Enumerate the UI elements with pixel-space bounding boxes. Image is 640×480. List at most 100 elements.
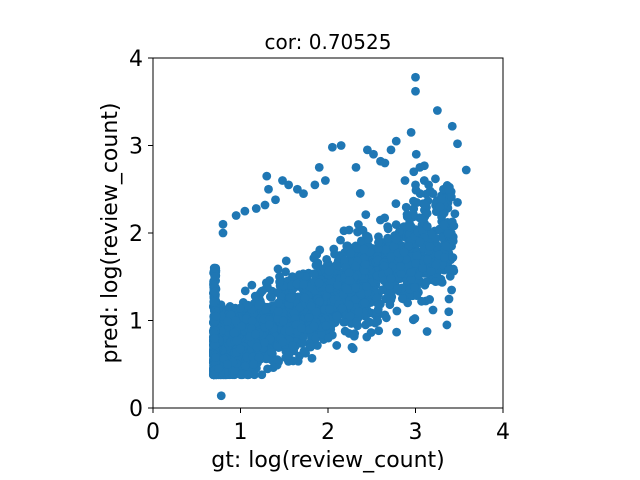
- data-point: [240, 206, 250, 216]
- data-point: [443, 229, 453, 238]
- data-point: [332, 311, 342, 321]
- data-point: [260, 338, 270, 347]
- data-point: [344, 268, 354, 278]
- data-point: [385, 300, 395, 310]
- data-point: [216, 391, 226, 401]
- data-point: [439, 208, 449, 218]
- data-point: [359, 244, 369, 254]
- data-point: [317, 329, 327, 339]
- data-point: [380, 310, 390, 320]
- data-point: [210, 272, 220, 281]
- data-point: [450, 209, 460, 219]
- data-point: [369, 149, 378, 159]
- data-point: [348, 344, 358, 354]
- data-point: [404, 222, 414, 232]
- data-point: [342, 284, 352, 294]
- data-point: [218, 219, 228, 229]
- data-point: [428, 189, 438, 199]
- data-point: [292, 279, 302, 289]
- data-point: [292, 184, 302, 194]
- data-point: [312, 341, 322, 350]
- data-point: [345, 276, 355, 285]
- data-point: [409, 167, 419, 177]
- data-point: [391, 220, 401, 230]
- data-point: [273, 264, 283, 274]
- data-point: [422, 209, 432, 218]
- data-point: [441, 241, 451, 251]
- data-point: [340, 326, 350, 336]
- ticks-layer: 0 1 2 3 4 0 1 2 3 4: [129, 47, 510, 445]
- data-point: [352, 244, 362, 254]
- data-point: [425, 242, 435, 251]
- data-point: [336, 235, 345, 245]
- data-point: [272, 355, 282, 365]
- data-point: [362, 145, 372, 155]
- data-point: [428, 305, 438, 315]
- data-point: [210, 333, 220, 343]
- data-point: [380, 245, 390, 254]
- data-point: [380, 158, 390, 168]
- data-point: [337, 303, 347, 313]
- data-point: [372, 293, 382, 303]
- data-point: [351, 261, 361, 271]
- data-point: [262, 171, 272, 181]
- data-point: [415, 162, 425, 172]
- data-point: [314, 278, 324, 288]
- data-point: [380, 213, 390, 223]
- data-point: [286, 293, 296, 303]
- y-tick-label: 3: [129, 135, 143, 160]
- data-point: [306, 342, 316, 352]
- data-point: [299, 346, 309, 356]
- data-point: [379, 261, 389, 271]
- chart-title: cor: 0.70525: [265, 30, 392, 54]
- data-point: [423, 255, 432, 265]
- data-point: [284, 351, 294, 360]
- data-point: [297, 323, 306, 333]
- data-point: [243, 300, 253, 310]
- data-point: [444, 307, 454, 317]
- data-point: [386, 252, 396, 262]
- data-point: [392, 306, 402, 316]
- data-point: [355, 189, 365, 198]
- data-point: [384, 281, 394, 290]
- data-point: [406, 274, 416, 284]
- data-point: [325, 305, 335, 314]
- data-point: [447, 121, 457, 131]
- y-tick-label: 1: [129, 310, 143, 335]
- data-point: [295, 270, 304, 280]
- data-point: [402, 210, 412, 219]
- data-point: [361, 210, 371, 219]
- y-tick-label: 2: [129, 222, 143, 247]
- data-point: [411, 86, 420, 96]
- data-point: [284, 180, 294, 190]
- data-point: [374, 300, 383, 310]
- data-point: [406, 127, 416, 137]
- data-point: [404, 241, 414, 251]
- data-point: [444, 294, 454, 304]
- data-point: [251, 204, 261, 213]
- data-point: [435, 202, 445, 212]
- data-point: [383, 233, 393, 243]
- data-point: [264, 320, 274, 330]
- data-point: [411, 149, 421, 159]
- data-point: [401, 254, 411, 264]
- data-point: [346, 248, 356, 258]
- data-point: [422, 327, 432, 336]
- data-point: [240, 286, 250, 296]
- data-point: [420, 200, 430, 209]
- data-point: [309, 269, 319, 279]
- data-point: [214, 364, 224, 374]
- data-point: [254, 353, 264, 362]
- data-point: [377, 285, 387, 295]
- data-point: [432, 106, 442, 115]
- data-point: [333, 280, 342, 290]
- data-point: [271, 195, 280, 205]
- data-point: [247, 316, 257, 326]
- data-point: [310, 180, 320, 190]
- data-point: [396, 262, 406, 271]
- data-point: [218, 228, 228, 238]
- data-point: [265, 292, 275, 302]
- data-point: [279, 316, 288, 326]
- points-layer: [208, 72, 471, 401]
- data-point: [442, 320, 452, 330]
